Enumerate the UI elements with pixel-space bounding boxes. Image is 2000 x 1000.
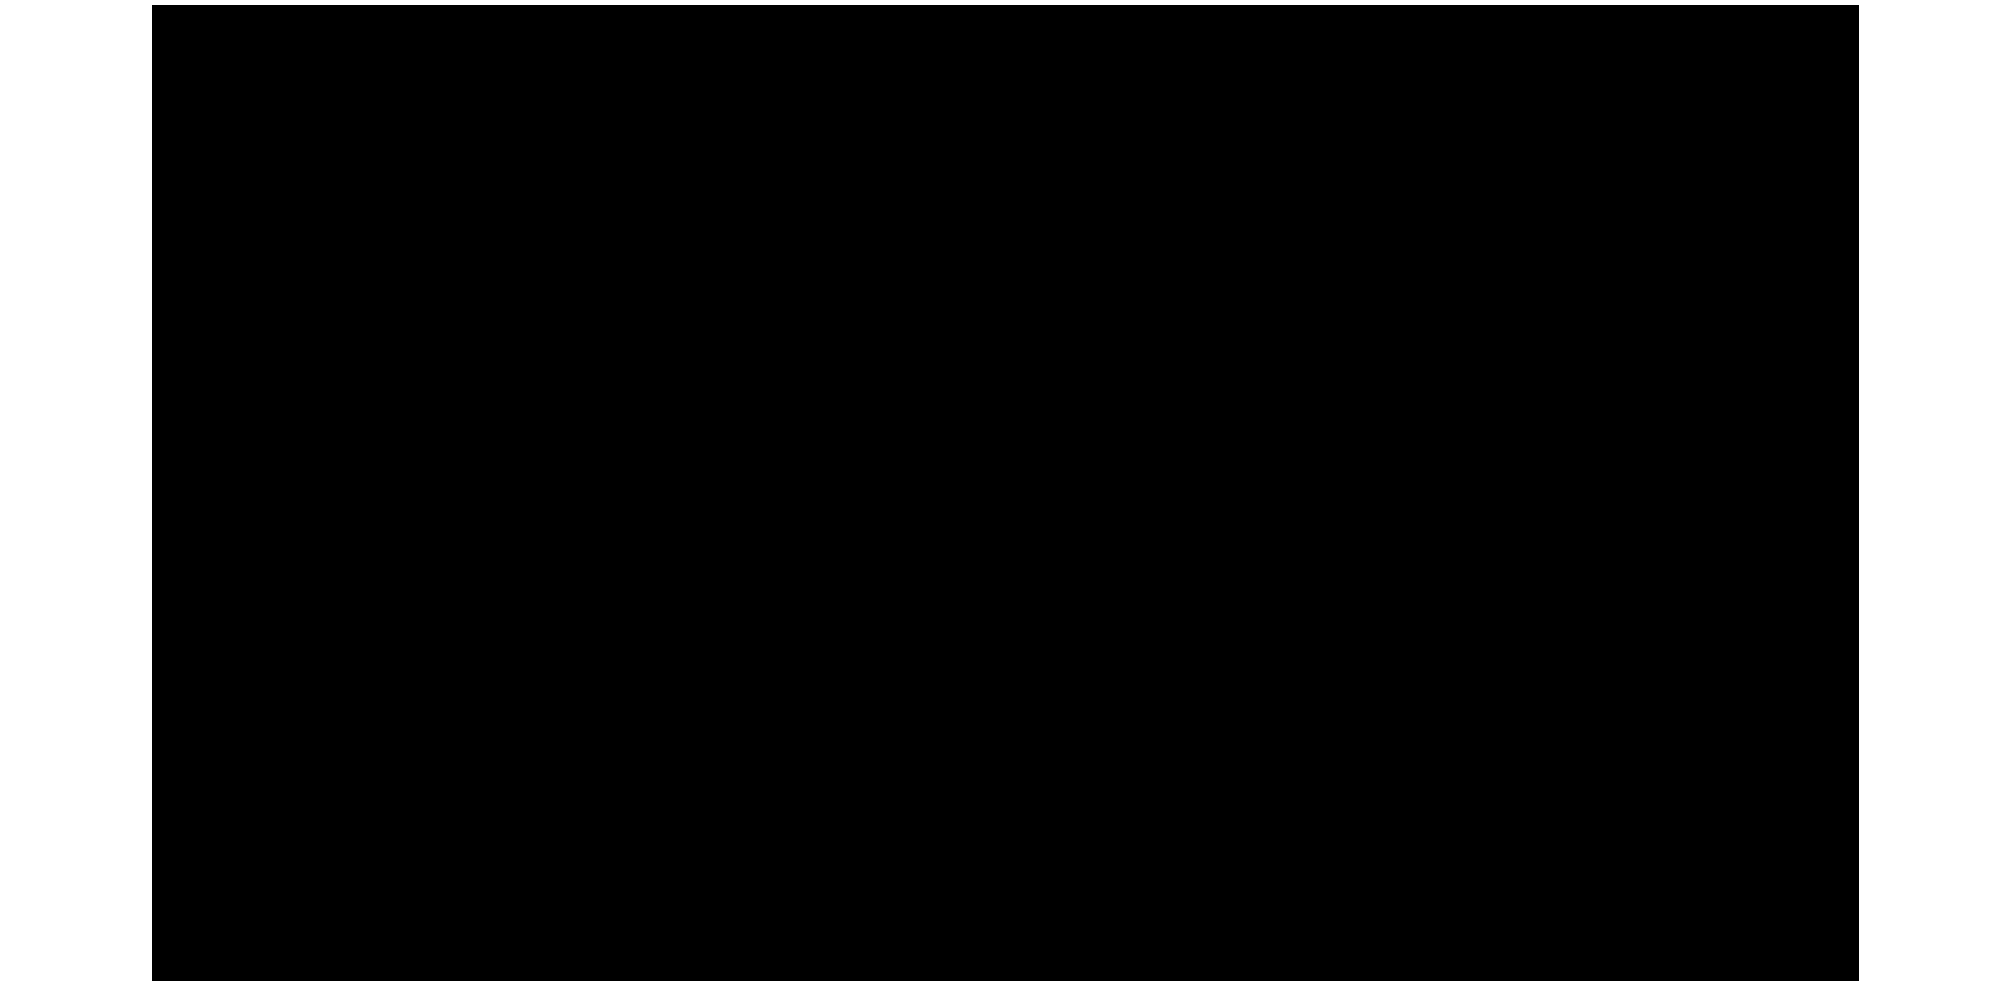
word-cloud-canvas [152,5,1859,981]
